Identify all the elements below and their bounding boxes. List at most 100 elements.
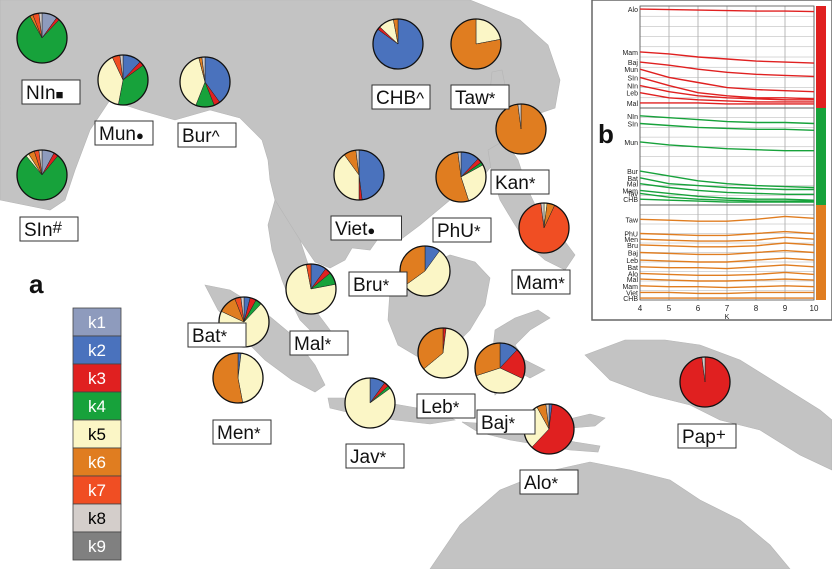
pie-outline-viet (333, 149, 385, 201)
label-text-mun: Mun● (99, 124, 144, 145)
panel-b-line-1-nin (639, 115, 815, 125)
label-baj: Baj* (476, 409, 536, 435)
legend-label-k3: k3 (88, 369, 106, 388)
legend-swatch-k8 (72, 503, 122, 533)
label-viet: Viet● (330, 215, 402, 241)
label-box-viet (330, 215, 402, 241)
panel-b-line-2-mal (639, 278, 815, 282)
pie-taw (450, 18, 502, 70)
label-text-viet: Viet● (335, 219, 375, 240)
panel-b-line-0-mal (640, 102, 814, 105)
label-text-phu: PhU* (437, 221, 481, 242)
panel-b-line-2-alo (639, 271, 815, 276)
legend-swatch-k5 (72, 419, 122, 449)
label-text-baj: Baj* (481, 413, 515, 434)
panel-b-series-label-2-leb: Leb (626, 258, 638, 265)
panel-b-line-2-bat (639, 264, 815, 270)
pie-outline-taw (450, 18, 502, 70)
panel-b-series-label-2-viet: Viet (626, 290, 638, 297)
panel-b-series-label-0-sin: SIn (627, 75, 638, 82)
label-text-chb: CHB^ (376, 88, 424, 109)
panel-b-series-label-0-mam: Mam (622, 50, 638, 57)
label-text-bat: Bat* (192, 326, 228, 347)
label-text-bru: Bru* (353, 275, 390, 296)
panel-b-line-1-tav (639, 192, 814, 202)
label-text-mam: Mam* (516, 273, 565, 294)
pie-outline-sin (16, 149, 68, 201)
legend-label-k4: k4 (88, 397, 106, 416)
panel-b-xtick-10: 10 (810, 304, 819, 313)
panel-b-line-2-bru (639, 242, 815, 248)
pie-outline-pap (679, 356, 731, 408)
legend-label-k6: k6 (88, 453, 106, 472)
pie-leb (417, 327, 469, 379)
panel-b-series-label-1-bur: Bur (627, 169, 639, 176)
label-bat: Bat* (187, 322, 247, 348)
label-jav: Jav* (345, 443, 405, 469)
panel-b-axis: 4 5 6 7 8 9 10 K (638, 304, 819, 321)
label-box-alo (519, 469, 579, 495)
panel-b-line-2-leb (639, 257, 815, 263)
population-labels: NIn■ SIn# Mun● Bur^ CHB^ Taw* Viet● Kan* PhU* Mam… (19, 79, 737, 495)
label-box-mam (511, 269, 571, 295)
panel-b-series-label-1-nin: NIn (627, 114, 638, 121)
panel-b-line-0-nin (639, 84, 814, 101)
label-kan: Kan* (490, 169, 550, 195)
label-text-mal: Mal* (294, 334, 332, 355)
admixture-pies (16, 12, 731, 455)
panel-b-line-2-taw (639, 215, 815, 222)
label-phu: PhU* (432, 217, 492, 243)
panel-b-series-label-2-bat: Bat (627, 265, 638, 272)
label-text-taw: Taw* (455, 88, 496, 109)
label-box-men (212, 419, 272, 445)
panel-b-xtick-5: 5 (667, 304, 672, 313)
panel-b-series-label-0-mun: Mun (624, 67, 638, 74)
panel-b-line-1-mun (639, 141, 814, 152)
panel-b-line-2-viet (640, 291, 814, 295)
label-text-jav: Jav* (350, 447, 387, 468)
panel-b-colorbar-0 (816, 6, 826, 108)
pie-mal (285, 263, 337, 315)
panel-b-series-label-1-chb: CHB (623, 197, 638, 204)
label-text-sin: SIn# (24, 218, 63, 241)
label-taw: Taw* (450, 84, 510, 110)
label-text-pap: Pap+ (682, 425, 726, 448)
pie-outline-jav (344, 377, 396, 429)
label-box-bat (187, 322, 247, 348)
pie-men (212, 352, 264, 404)
label-box-bur (177, 122, 237, 148)
label-box-kan (490, 169, 550, 195)
pie-outline-mam (518, 202, 570, 254)
pie-bur (179, 56, 231, 108)
pie-chb (372, 18, 424, 70)
label-box-taw (450, 84, 510, 110)
legend-label-k7: k7 (88, 481, 106, 500)
label-box-jav (345, 443, 405, 469)
pie-alo (523, 403, 575, 455)
panel-b-line-1-sin (639, 122, 815, 131)
panel-b-series-label-1-mun: Mun (624, 140, 638, 147)
label-mam: Mam* (511, 269, 571, 295)
pie-outline-men (212, 352, 264, 404)
pie-outline-bru (399, 245, 451, 297)
panel-b-line-0-mam (639, 51, 815, 64)
panel-b-series-label-1-sin: SIn (627, 122, 638, 129)
label-text-leb: Leb* (421, 397, 460, 418)
panel-b-series-label-2-alo: Alo (628, 271, 638, 278)
panel-b-xlabel: K (725, 314, 730, 321)
label-box-nin (21, 79, 81, 105)
panel-b-line-1-chb (639, 198, 814, 203)
panel-b-series-label-1-mam: Mam (622, 188, 638, 195)
pie-viet (333, 149, 385, 201)
panel-b-line-0-leb (639, 92, 814, 103)
pie-outline-bur (179, 56, 231, 108)
panel-b-series-label-0-nin: NIn (627, 84, 638, 91)
panel-b-line-0-baj (639, 61, 815, 78)
pie-mun (97, 54, 149, 106)
panel-b-series-label-1-tav: Tav (627, 191, 638, 198)
pie-nin (16, 12, 68, 64)
label-box-bru (348, 271, 408, 297)
panel-b-line-1-mam (639, 189, 815, 201)
panel-b-series-label-2-mal: Mal (627, 277, 639, 284)
